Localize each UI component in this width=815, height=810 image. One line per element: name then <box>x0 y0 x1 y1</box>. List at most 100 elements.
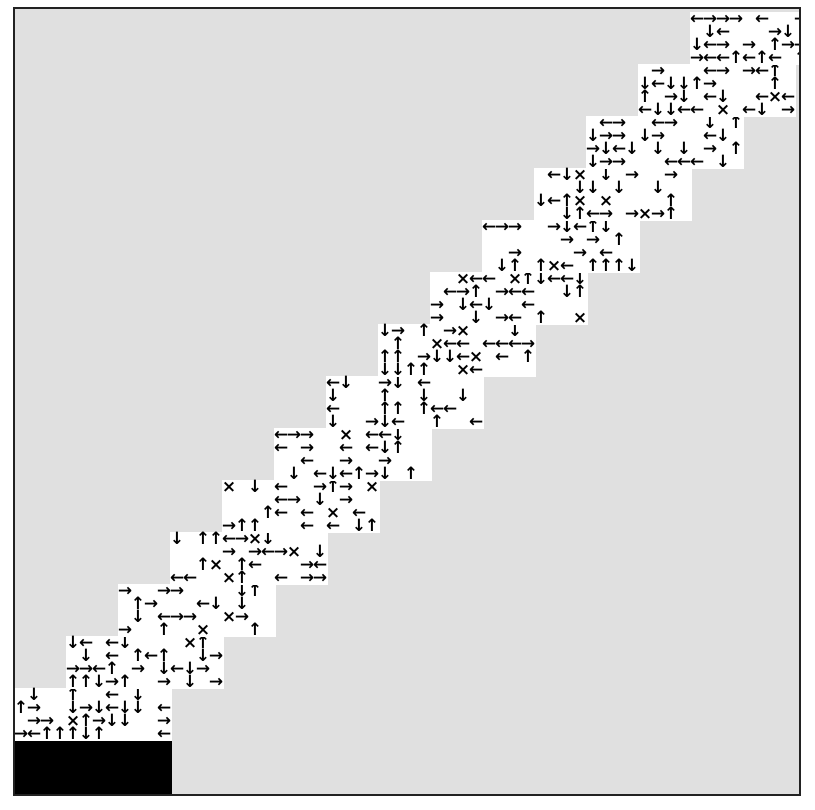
arrow: ↑ <box>768 74 782 94</box>
arrow: ↓ <box>326 464 340 484</box>
arrow: × <box>196 620 210 640</box>
arrow: ↓ <box>417 386 431 406</box>
arrow: ← <box>365 438 379 458</box>
arrow: ↓ <box>534 269 548 289</box>
arrow: → <box>118 620 132 640</box>
arrow: → <box>625 204 639 224</box>
arrow: → <box>664 113 678 133</box>
arrow: ← <box>703 87 717 107</box>
arrow: ↓ <box>157 659 171 679</box>
arrow: → <box>508 217 522 237</box>
arrow: → <box>274 542 288 562</box>
arrow: ← <box>27 724 41 744</box>
arrow: ↑ <box>326 477 340 497</box>
arrow: ↓ <box>326 412 340 432</box>
arrow: → <box>586 230 600 250</box>
arrow: ↓ <box>664 100 678 120</box>
arrow: ← <box>274 503 288 523</box>
arrow: → <box>313 568 327 588</box>
arrow: ↓ <box>378 464 392 484</box>
arrow: ← <box>690 100 704 120</box>
arrow: ← <box>482 334 496 354</box>
arrow: ↓ <box>326 386 340 406</box>
arrow: ↑ <box>391 399 405 419</box>
arrow: → <box>118 581 132 601</box>
white-block <box>378 324 536 377</box>
arrow: ← <box>755 61 769 81</box>
arrow: ↓ <box>131 607 145 627</box>
arrow: ← <box>105 646 119 666</box>
arrow: ← <box>638 100 652 120</box>
arrow: ← <box>651 113 665 133</box>
arrow: ← <box>716 48 730 68</box>
arrow: ↑ <box>235 516 249 536</box>
arrow: ↓ <box>391 373 405 393</box>
dark-block <box>14 741 172 795</box>
arrow: → <box>547 217 561 237</box>
arrow: × <box>222 568 236 588</box>
arrow: → <box>27 698 41 718</box>
arrow: → <box>664 165 678 185</box>
arrow: × <box>183 633 197 653</box>
arrow: ↓ <box>651 139 665 159</box>
arrow: ↓ <box>391 425 405 445</box>
arrow: → <box>222 516 236 536</box>
arrow: ↑ <box>664 204 678 224</box>
arrow: ← <box>664 152 678 172</box>
arrow: ← <box>742 48 756 68</box>
arrow: → <box>378 451 392 471</box>
arrow: ↑ <box>404 360 418 380</box>
arrow: ← <box>781 87 795 107</box>
arrow: → <box>703 74 717 94</box>
arrow: ↓ <box>378 412 392 432</box>
arrow: ↓ <box>105 711 119 731</box>
arrow: ↓ <box>430 347 444 367</box>
arrow: ← <box>300 516 314 536</box>
arrow: ↑ <box>92 724 106 744</box>
arrow: → <box>651 61 665 81</box>
arrow: → <box>196 659 210 679</box>
arrow: × <box>547 256 561 276</box>
arrow: ← <box>560 256 574 276</box>
arrow: ↑ <box>417 360 431 380</box>
arrow: ↓ <box>716 87 730 107</box>
arrow: ← <box>716 22 730 42</box>
arrow: → <box>443 321 457 341</box>
arrow: ↓ <box>677 139 691 159</box>
arrow: ↓ <box>495 256 509 276</box>
arrow: ← <box>482 217 496 237</box>
arrow: ↑ <box>235 568 249 588</box>
arrow: ← <box>105 698 119 718</box>
arrow: × <box>508 269 522 289</box>
arrow: ← <box>456 347 470 367</box>
arrow: ← <box>391 412 405 432</box>
white-block <box>66 636 224 689</box>
arrow: ↑ <box>755 48 769 68</box>
arrow: → <box>170 581 184 601</box>
arrow: ↑ <box>261 503 275 523</box>
white-block <box>586 116 744 169</box>
arrow: ↑ <box>131 646 145 666</box>
arrow: ↓ <box>378 321 392 341</box>
arrow: → <box>651 204 665 224</box>
arrow: → <box>287 425 301 445</box>
arrow: → <box>703 9 717 29</box>
arrow: ↓ <box>677 87 691 107</box>
arrow: → <box>495 308 509 328</box>
arrow: ← <box>560 269 574 289</box>
arrow: ↓ <box>378 360 392 380</box>
arrow: ← <box>469 269 483 289</box>
arrow: → <box>612 113 626 133</box>
arrow: ↓ <box>456 386 470 406</box>
arrow: ← <box>222 529 236 549</box>
arrow: ↓ <box>443 347 457 367</box>
arrow: → <box>339 451 353 471</box>
arrow: ↑ <box>573 282 587 302</box>
arrow: → <box>144 594 158 614</box>
arrow: → <box>105 672 119 692</box>
arrow: ← <box>755 87 769 107</box>
arrow: ↑ <box>157 620 171 640</box>
arrow: ← <box>144 646 158 666</box>
arrow: → <box>573 243 587 263</box>
arrow: ↑ <box>794 48 808 68</box>
